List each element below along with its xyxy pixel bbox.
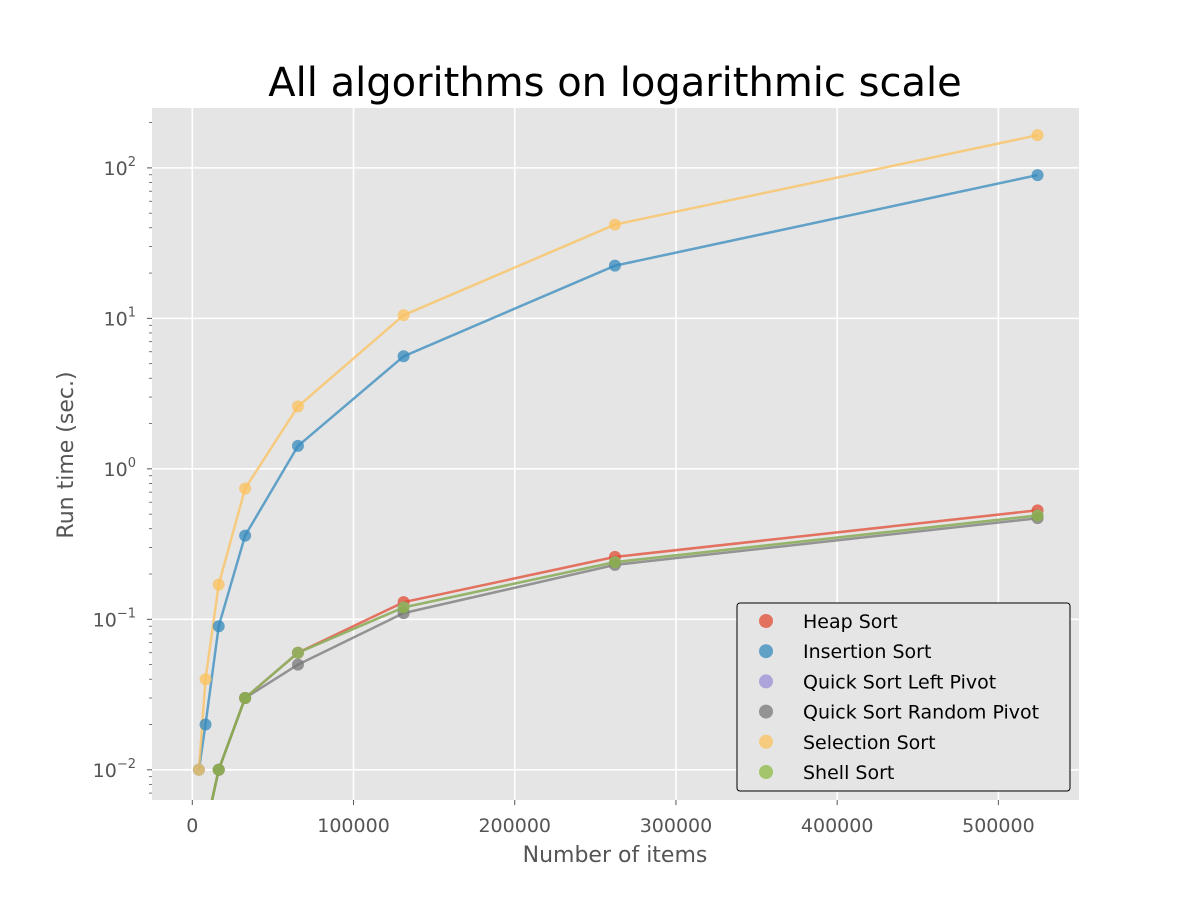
data-point: [239, 692, 252, 705]
legend-marker: [759, 734, 773, 749]
legend-label: Selection Sort: [803, 732, 936, 754]
legend-marker: [759, 765, 773, 779]
x-tick-label: 500000: [962, 815, 1035, 837]
series-line: [197, 173, 1038, 770]
data-point: [239, 529, 252, 542]
legend-label: Quick Sort Left Pivot: [803, 671, 996, 693]
legend-marker: [759, 614, 773, 628]
y-tick-label: 10−2: [93, 757, 136, 782]
grid-lines: [152, 108, 1079, 800]
data-point: [291, 646, 304, 659]
series-lines: [197, 133, 1038, 800]
data-point: [1031, 169, 1044, 182]
data-point: [397, 601, 410, 614]
data-point: [212, 578, 225, 591]
y-tick-label: 102: [104, 155, 136, 180]
data-point: [239, 482, 252, 495]
legend-marker: [759, 644, 773, 659]
data-point: [1031, 129, 1044, 142]
legend-label: Shell Sort: [803, 762, 894, 784]
x-tick-label: 200000: [478, 815, 551, 837]
data-point: [397, 309, 410, 322]
data-point: [608, 218, 621, 231]
data-point: [199, 718, 212, 731]
x-tick-label: 0: [186, 815, 198, 837]
data-point: [397, 350, 410, 363]
series-points: [192, 129, 1044, 776]
data-point: [199, 673, 212, 686]
y-tick-label: 101: [104, 305, 136, 330]
data-point: [192, 763, 205, 776]
x-tick-label: 100000: [317, 815, 390, 837]
data-point: [291, 439, 304, 452]
legend-label: Quick Sort Random Pivot: [803, 702, 1039, 724]
series-line: [210, 514, 1038, 800]
data-point: [291, 658, 304, 671]
x-axis-ticks: 0 100000 200000 300000 400000 500000: [186, 800, 1035, 837]
series-line: [210, 516, 1038, 800]
data-point: [291, 400, 304, 413]
data-point: [212, 620, 225, 633]
legend-marker: [759, 704, 773, 719]
legend: Heap Sort Insertion Sort Quick Sort Left P…: [736, 602, 1071, 792]
data-point: [608, 556, 621, 569]
legend-label: Heap Sort: [803, 611, 898, 633]
series-line: [197, 133, 1038, 770]
data-point: [1031, 509, 1044, 522]
data-point: [212, 763, 225, 776]
x-tick-label: 300000: [640, 815, 713, 837]
y-axis-ticks: 10−2 10−1 100 101 102: [93, 122, 152, 794]
y-axis-label: Run time (sec.): [54, 371, 79, 538]
x-tick-label: 400000: [801, 815, 874, 837]
legend-label: Insertion Sort: [803, 641, 931, 663]
chart-title: All algorithms on logarithmic scale: [268, 60, 961, 106]
y-tick-label: 10−1: [93, 606, 136, 631]
y-tick-label: 100: [104, 456, 136, 481]
x-axis-label: Number of items: [523, 843, 708, 868]
legend-box: [736, 602, 1071, 792]
legend-marker: [759, 674, 773, 689]
data-point: [608, 259, 621, 272]
